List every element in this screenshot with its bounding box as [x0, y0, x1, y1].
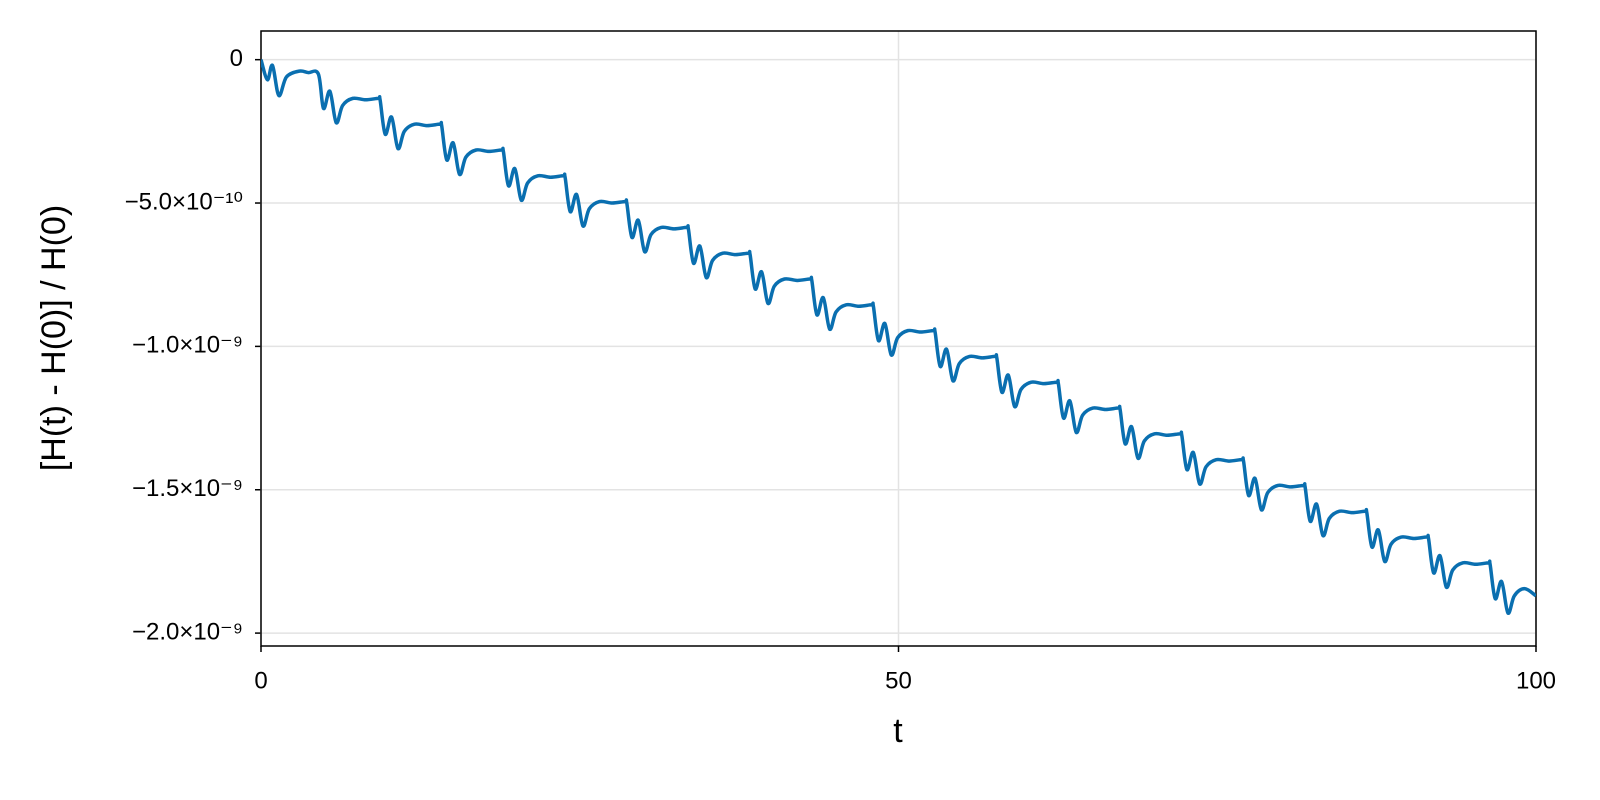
- y-axis-label: [H(t) - H(0)] / H(0): [35, 205, 73, 471]
- x-tick-label: 0: [254, 667, 267, 694]
- data-line: [261, 59, 1536, 615]
- y-tick-label: −1.0×10⁻⁹: [132, 332, 243, 359]
- y-tick-label: 0: [230, 45, 243, 72]
- x-tick-label: 50: [885, 667, 912, 694]
- y-tick-label: −5.0×10⁻¹⁰: [125, 188, 243, 215]
- x-tick-label: 100: [1516, 667, 1556, 694]
- x-axis-label: t: [893, 712, 903, 750]
- plot-frame: [260, 30, 1537, 647]
- y-tick-label: −2.0×10⁻⁹: [132, 618, 243, 645]
- y-tick-label: −1.5×10⁻⁹: [132, 475, 243, 502]
